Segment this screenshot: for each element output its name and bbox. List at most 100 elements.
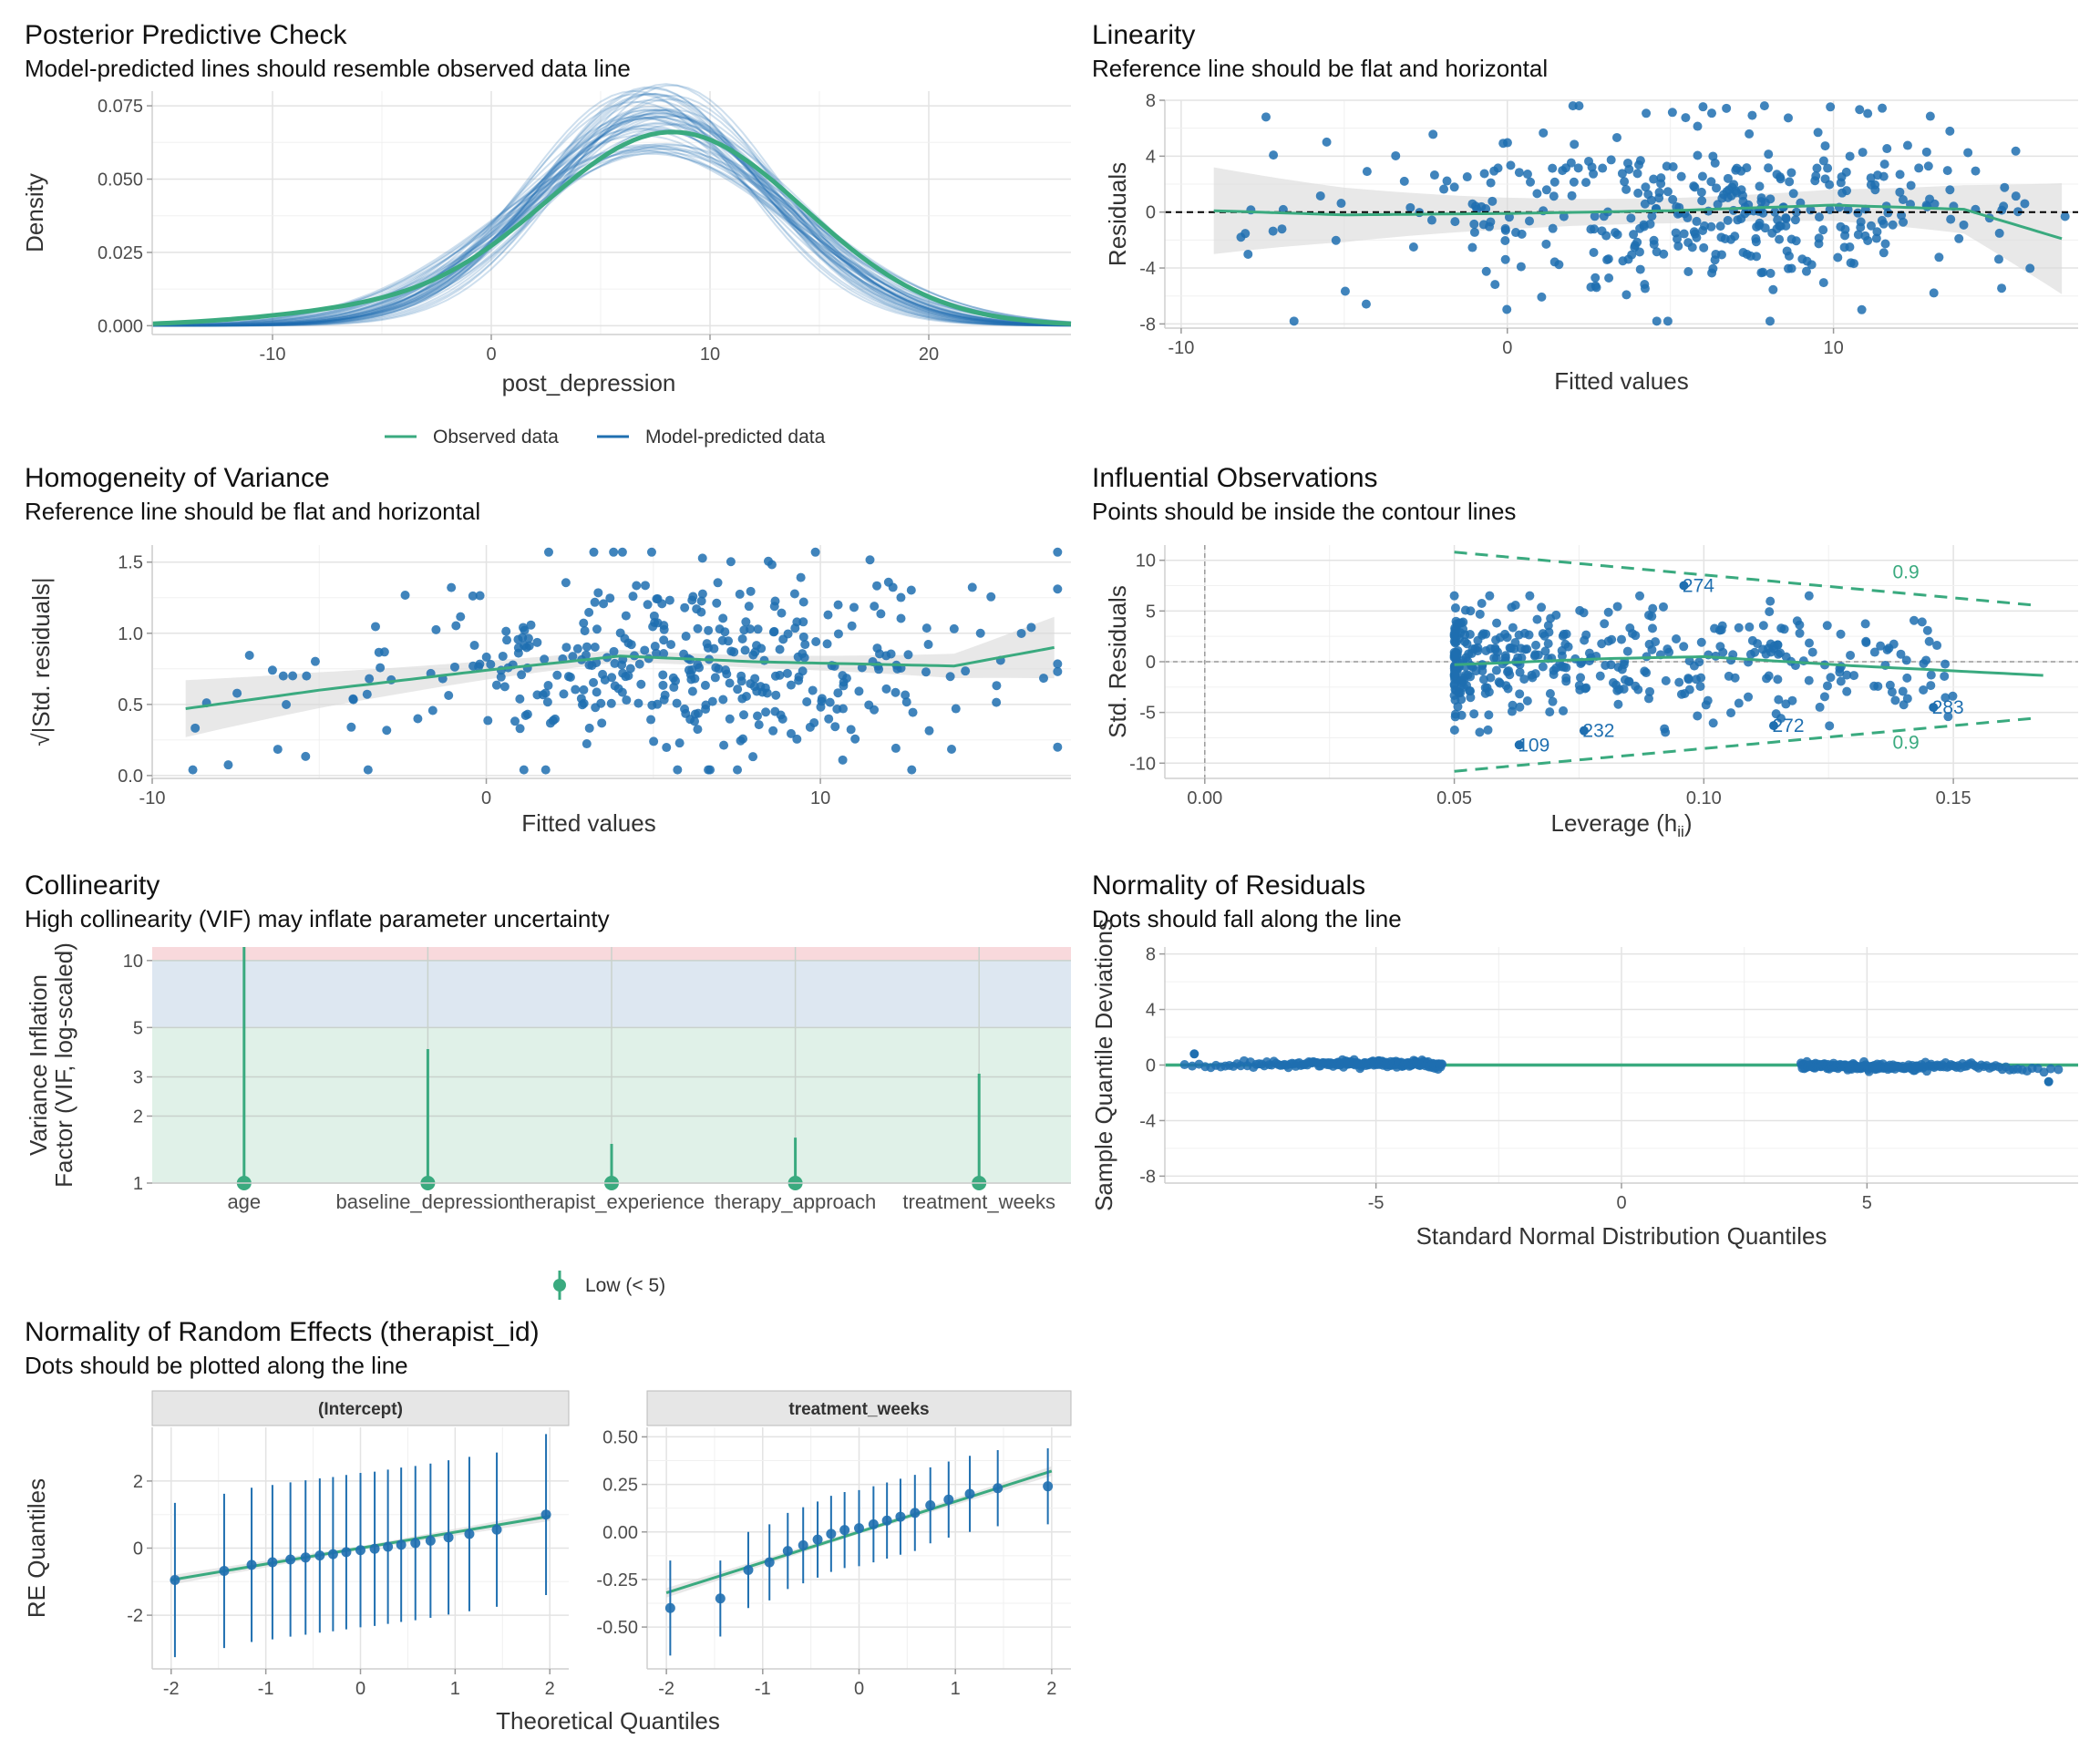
data-point — [1870, 180, 1880, 190]
data-point — [581, 650, 591, 660]
data-point — [1548, 223, 1558, 233]
data-point — [830, 722, 840, 732]
data-point — [1833, 252, 1843, 262]
data-point — [1462, 172, 1472, 182]
data-point — [1500, 236, 1510, 246]
data-point — [1581, 683, 1591, 693]
model-predicted-line — [152, 98, 1072, 327]
data-point — [374, 647, 384, 657]
facet-label: (Intercept) — [318, 1400, 403, 1419]
data-point — [1362, 167, 1372, 177]
data-point — [1807, 647, 1817, 657]
data-point — [1053, 659, 1063, 669]
data-point — [1481, 266, 1491, 276]
data-point — [1515, 689, 1525, 699]
data-point — [1659, 249, 1669, 259]
data-point — [1526, 177, 1536, 187]
data-point — [617, 547, 627, 557]
y-tick-label: 4 — [1146, 147, 1156, 167]
data-point — [1516, 643, 1526, 654]
x-tick-label: 0 — [355, 1679, 365, 1699]
data-point — [1289, 316, 1299, 326]
x-tick-label: -1 — [755, 1679, 771, 1699]
data-point — [769, 602, 779, 612]
data-point — [710, 673, 720, 683]
model-predicted-line — [152, 93, 1071, 327]
data-point — [2011, 191, 2021, 201]
data-point — [1930, 199, 1940, 209]
data-point — [854, 1523, 864, 1534]
y-tick-label: 5 — [1146, 602, 1156, 622]
data-point — [805, 722, 815, 732]
data-point — [822, 639, 832, 649]
data-point — [881, 1515, 892, 1526]
data-point — [327, 1549, 338, 1560]
model-predicted-line — [152, 108, 1072, 327]
x-tick-label: therapist_experience — [519, 1190, 705, 1213]
data-point — [1645, 686, 1655, 696]
data-point — [722, 669, 732, 679]
data-point — [223, 760, 233, 770]
data-point — [1548, 163, 1558, 173]
data-point — [2045, 1064, 2055, 1074]
data-point — [1519, 674, 1529, 685]
data-point — [1626, 213, 1636, 223]
data-point — [1315, 190, 1325, 201]
data-point — [1842, 670, 1852, 680]
data-point — [1926, 681, 1936, 691]
data-point — [1902, 694, 1912, 704]
data-point — [1643, 694, 1653, 704]
data-point — [1537, 292, 1547, 302]
x-tick-label: 0 — [481, 788, 491, 808]
y-tick-label: 0 — [1146, 203, 1156, 223]
data-point — [1866, 221, 1876, 231]
point-label: 109 — [1518, 735, 1549, 756]
data-point — [901, 690, 911, 700]
data-point — [592, 687, 602, 697]
y-tick-label: -8 — [1139, 314, 1156, 335]
data-point — [1570, 139, 1580, 149]
x-tick-label: 2 — [545, 1679, 555, 1699]
data-point — [646, 715, 656, 725]
data-point — [1619, 660, 1629, 670]
panel-homogeneity: Homogeneity of Variance Reference line s… — [25, 463, 1073, 864]
data-point — [633, 698, 643, 708]
data-point — [662, 743, 672, 753]
data-point — [1506, 643, 1516, 654]
data-point — [684, 665, 694, 675]
data-point — [737, 634, 747, 644]
data-point — [376, 663, 386, 673]
model-predicted-line — [151, 122, 1072, 327]
data-point — [1836, 178, 1846, 188]
model-predicted-line — [152, 92, 1072, 327]
data-point — [798, 666, 808, 676]
data-point — [1711, 249, 1721, 259]
data-point — [521, 643, 531, 653]
data-point — [1466, 686, 1476, 696]
data-point — [1697, 171, 1707, 181]
data-point — [768, 726, 778, 736]
x-tick-label: 10 — [1823, 338, 1843, 358]
data-point — [1825, 721, 1835, 731]
panel-linearity: Linearity Reference line should be flat … — [1092, 20, 2085, 421]
data-point — [1701, 700, 1711, 710]
data-point — [798, 1539, 808, 1550]
data-point — [907, 765, 917, 775]
chart-title: Normality of Residuals — [1092, 870, 1366, 901]
data-point — [1722, 103, 1732, 113]
y-tick-label: -0.25 — [596, 1570, 638, 1590]
model-predicted-line — [151, 129, 1072, 327]
data-point — [1693, 711, 1703, 721]
data-point — [1661, 675, 1671, 685]
data-point — [1914, 163, 1924, 173]
data-point — [1692, 216, 1702, 226]
data-point — [650, 642, 660, 652]
data-point — [865, 555, 875, 565]
y-tick-label: 1 — [133, 1174, 143, 1194]
chart-subtitle: Reference line should be flat and horizo… — [25, 498, 481, 525]
data-point — [748, 752, 758, 762]
data-point — [908, 707, 918, 717]
confidence-band — [1213, 167, 2063, 294]
data-point — [1621, 184, 1632, 194]
data-point — [1693, 121, 1703, 131]
